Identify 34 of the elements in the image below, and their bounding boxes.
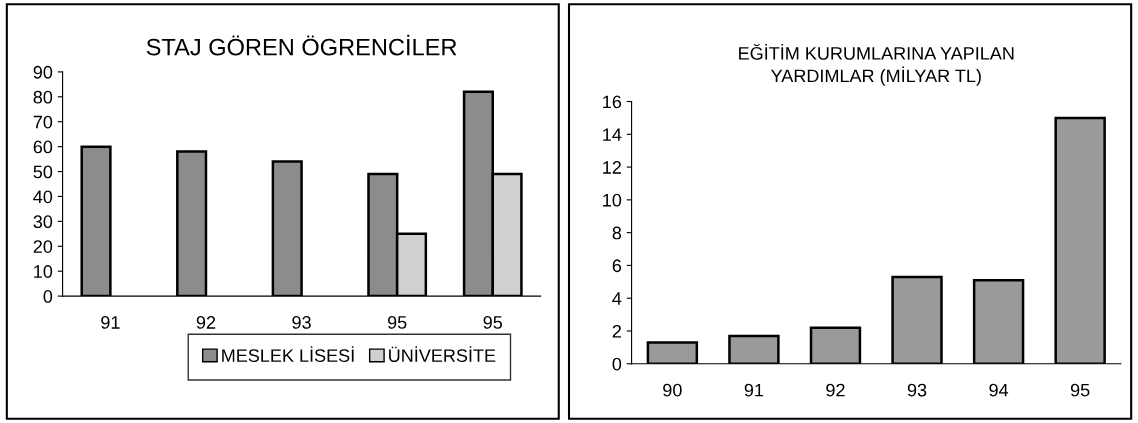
chart-title: STAJ GÖREN ÖGRENCİLER <box>146 34 457 56</box>
x-tick-label: 95 <box>1070 383 1090 397</box>
y-tick-label: 80 <box>33 90 53 104</box>
y-tick-label: 0 <box>43 290 53 303</box>
x-tick-label: 91 <box>101 316 120 329</box>
y-tick-label: 30 <box>33 215 53 229</box>
x-tick-label: 93 <box>907 383 927 397</box>
y-tick-label: 70 <box>33 115 53 129</box>
y-tick-label: 14 <box>603 128 622 141</box>
y-tick-label: 40 <box>33 190 53 204</box>
y-tick-label: 16 <box>603 95 622 109</box>
x-tick-label: 92 <box>196 316 216 329</box>
y-tick-label: 4 <box>612 292 622 305</box>
y-tick-label: 60 <box>33 140 53 154</box>
y-tick-label: 50 <box>33 165 53 179</box>
y-tick-label: 2 <box>612 324 621 338</box>
x-tick-label: 94 <box>989 383 1009 397</box>
y-tick-label: 6 <box>612 259 622 273</box>
y-tick-label: 10 <box>34 265 53 278</box>
y-tick-label: 90 <box>33 65 53 79</box>
x-tick-label: 95 <box>483 316 503 329</box>
x-tick-label: 95 <box>387 316 407 329</box>
y-tick-label: 12 <box>603 161 621 174</box>
y-tick-label: 8 <box>612 226 622 240</box>
x-tick-label: 93 <box>292 316 311 329</box>
legend-label: MESLEK LİSESİ <box>222 346 354 362</box>
y-tick-label: 20 <box>33 240 53 253</box>
legend-label: ÜNİVERSİTE <box>389 346 496 362</box>
y-tick-label: 10 <box>603 193 622 207</box>
x-tick-label: 92 <box>826 383 845 397</box>
y-tick-label: 0 <box>612 357 622 371</box>
chart-title: EĞİTİM KURUMLARINA YAPILAN YARDIMLAR (MİLYAR TL) <box>739 43 1014 86</box>
x-tick-label: 91 <box>744 383 764 397</box>
x-tick-label: 90 <box>663 383 682 397</box>
